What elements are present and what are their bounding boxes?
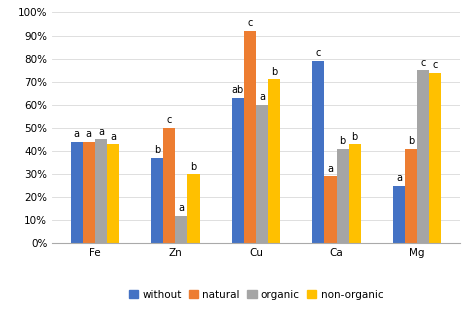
Text: c: c <box>316 48 321 58</box>
Bar <box>348 144 361 243</box>
Bar <box>393 186 405 243</box>
Text: b: b <box>271 67 277 77</box>
Text: b: b <box>352 132 358 142</box>
Bar <box>405 149 417 243</box>
Bar <box>175 216 188 243</box>
Text: ab: ab <box>232 85 244 95</box>
Bar <box>268 80 280 243</box>
Bar <box>312 61 324 243</box>
Bar <box>324 176 337 243</box>
Bar <box>244 31 256 243</box>
Text: a: a <box>328 164 334 174</box>
Bar <box>95 139 107 243</box>
Text: c: c <box>247 18 253 28</box>
Bar <box>429 72 441 243</box>
Text: a: a <box>98 127 104 137</box>
Bar <box>71 142 83 243</box>
Bar <box>83 142 95 243</box>
Bar <box>107 144 119 243</box>
Bar <box>151 158 164 243</box>
Text: c: c <box>167 115 172 125</box>
Bar <box>417 70 429 243</box>
Text: a: a <box>86 129 92 139</box>
Legend: without, natural, organic, non-organic: without, natural, organic, non-organic <box>125 285 387 304</box>
Text: b: b <box>408 136 414 146</box>
Bar <box>164 128 175 243</box>
Text: c: c <box>420 58 426 68</box>
Text: a: a <box>396 173 402 183</box>
Text: b: b <box>154 145 160 155</box>
Bar <box>256 105 268 243</box>
Text: a: a <box>259 92 265 102</box>
Text: a: a <box>74 129 80 139</box>
Text: b: b <box>339 136 346 146</box>
Bar <box>232 98 244 243</box>
Text: a: a <box>110 132 116 142</box>
Bar <box>188 174 200 243</box>
Bar <box>337 149 348 243</box>
Text: b: b <box>191 162 197 172</box>
Text: c: c <box>432 60 438 70</box>
Text: a: a <box>178 203 184 213</box>
